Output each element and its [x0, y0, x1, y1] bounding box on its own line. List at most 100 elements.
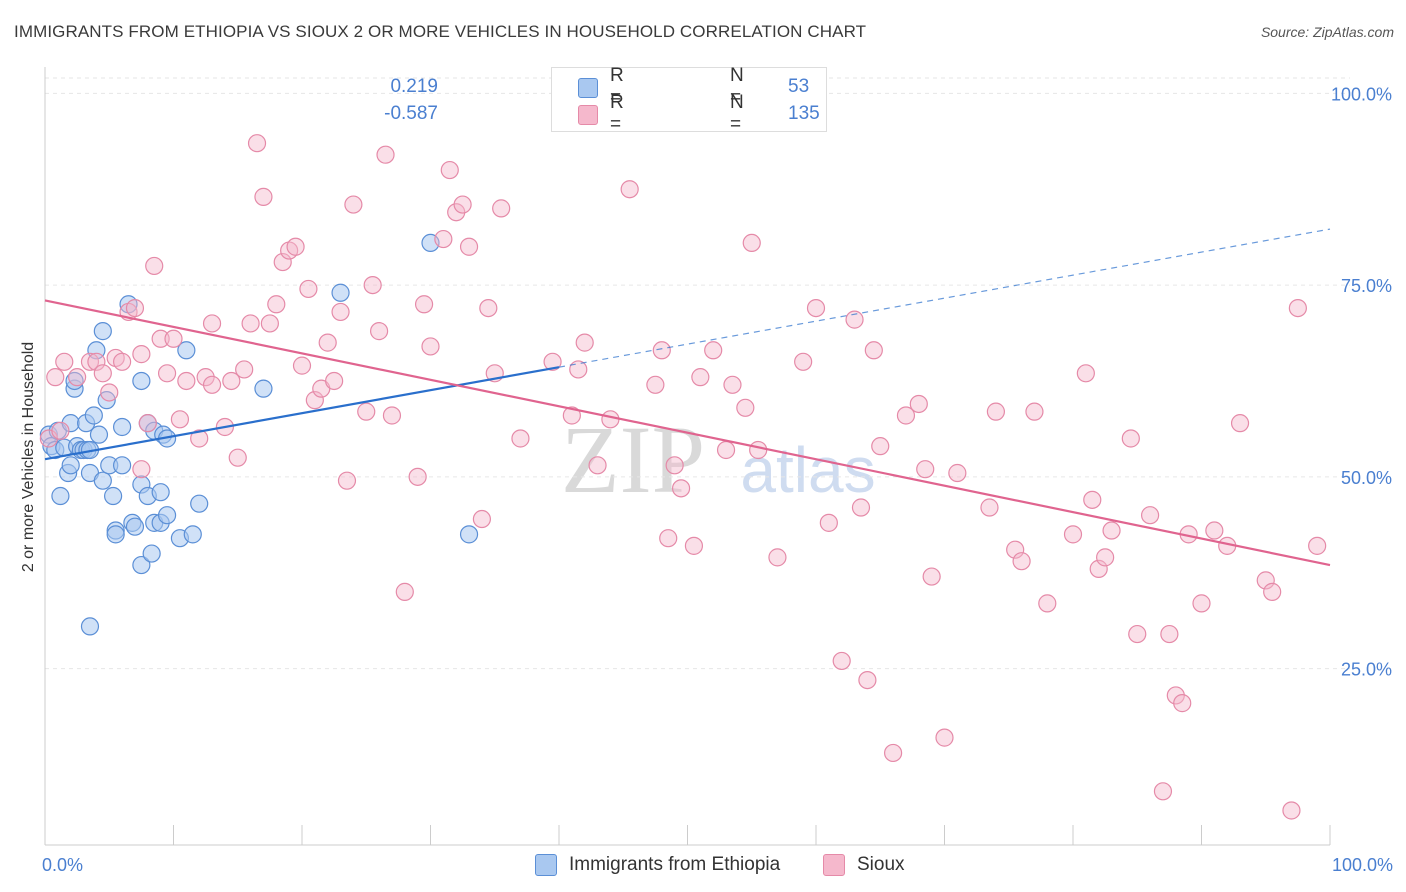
series-ethiopia-points [39, 233, 479, 636]
sioux-point [1128, 624, 1147, 644]
sioux-point [395, 582, 414, 601]
sioux-point [177, 371, 196, 391]
sioux-point [299, 279, 318, 299]
sioux-point [980, 498, 999, 517]
ethiopia-point [93, 471, 112, 490]
sioux-point [671, 479, 691, 498]
sioux-point [806, 299, 826, 318]
ethiopia-point [331, 283, 350, 302]
y-tick-label: 50.0% [1341, 468, 1392, 488]
sioux-point [704, 341, 723, 360]
sioux-point [1173, 694, 1192, 713]
sioux-point [1192, 594, 1211, 613]
sioux-point [575, 333, 594, 352]
legend-swatch-sioux [578, 105, 598, 125]
sioux-point [93, 364, 112, 383]
sioux-point [896, 406, 916, 425]
ethiopia-point [177, 341, 196, 360]
legend-n-value: 135 [788, 103, 820, 124]
legend-n-label: N = [730, 92, 744, 135]
legend-swatch-ethiopia [578, 78, 598, 98]
sioux-point [357, 402, 376, 421]
sioux-point [241, 314, 260, 333]
sioux-point [935, 728, 954, 747]
sioux-point [157, 364, 177, 383]
sioux-point [254, 187, 273, 206]
sioux-point [325, 371, 344, 391]
watermark: ZIP atlas [561, 406, 876, 513]
legend-label-sioux: Sioux [857, 854, 905, 875]
sioux-point [318, 333, 337, 352]
sioux-point [453, 195, 472, 214]
sioux-point [562, 406, 581, 425]
sioux-point [376, 145, 395, 164]
sioux-point [344, 195, 363, 214]
sioux-point [305, 391, 324, 410]
x-tick-label: 100.0% [1332, 855, 1393, 875]
ethiopia-point [183, 525, 202, 544]
ethiopia-point [132, 371, 151, 391]
sioux-point [164, 329, 183, 348]
sioux-point [434, 229, 453, 249]
sioux-point [125, 299, 145, 318]
legend-item-sioux[interactable]: Sioux [823, 851, 905, 879]
ethiopia-point [157, 506, 177, 525]
sioux-point [659, 529, 678, 548]
ethiopia-point [459, 525, 479, 544]
series-sioux-points [39, 134, 1327, 820]
sioux-point [1160, 624, 1179, 644]
sioux-point [222, 371, 241, 391]
sioux-point [363, 275, 382, 295]
sioux-point [1076, 364, 1095, 383]
sioux-point [948, 463, 967, 483]
sioux-point [132, 345, 151, 364]
sioux-point [370, 322, 389, 341]
legend-r-label: R = [610, 92, 624, 135]
sioux-point [1006, 540, 1025, 559]
sioux-point [736, 398, 755, 417]
watermark-atlas: atlas [740, 434, 875, 506]
sioux-point [909, 394, 928, 414]
ethiopia-point [254, 379, 273, 398]
sioux-point [55, 352, 74, 371]
sioux-point [1121, 429, 1140, 448]
sioux-point [511, 429, 530, 448]
sioux-point [768, 548, 787, 567]
sioux-point [1063, 525, 1083, 544]
correlation-legend: R = 0.219 N = 53 R = -0.587 N = 135 [384, 65, 827, 135]
sioux-point [588, 456, 607, 475]
ethiopia-point [106, 525, 125, 544]
sioux-point [620, 180, 639, 199]
sioux-point [665, 456, 684, 475]
legend-r-label: R = [610, 65, 624, 108]
ethiopia-point [61, 456, 80, 475]
sioux-point [492, 199, 511, 218]
sioux-point [292, 356, 312, 375]
sioux-point [112, 352, 132, 371]
sioux-point [858, 670, 877, 690]
legend-swatch-sioux [823, 854, 845, 876]
sioux-point [646, 375, 665, 394]
sioux-point [132, 460, 151, 479]
sioux-point [51, 421, 70, 440]
grid-lines [45, 77, 1350, 670]
sioux-point [716, 440, 736, 460]
ethiopia-trend-extension [558, 228, 1331, 368]
sioux-point [68, 368, 87, 387]
sioux-point [260, 314, 279, 333]
sioux-point [228, 448, 247, 467]
sioux-point [723, 375, 742, 394]
sioux-point [749, 440, 768, 460]
ethiopia-point [151, 483, 170, 502]
sioux-point [1102, 521, 1121, 540]
sioux-point [864, 341, 883, 360]
legend-item-ethiopia[interactable]: Immigrants from Ethiopia [535, 851, 780, 879]
sioux-point [794, 352, 813, 371]
sioux-point [845, 310, 864, 329]
sioux-point [440, 160, 459, 180]
sioux-point [871, 437, 890, 456]
axes [44, 67, 1331, 846]
sioux-point [421, 337, 440, 356]
sioux-point [742, 233, 761, 253]
